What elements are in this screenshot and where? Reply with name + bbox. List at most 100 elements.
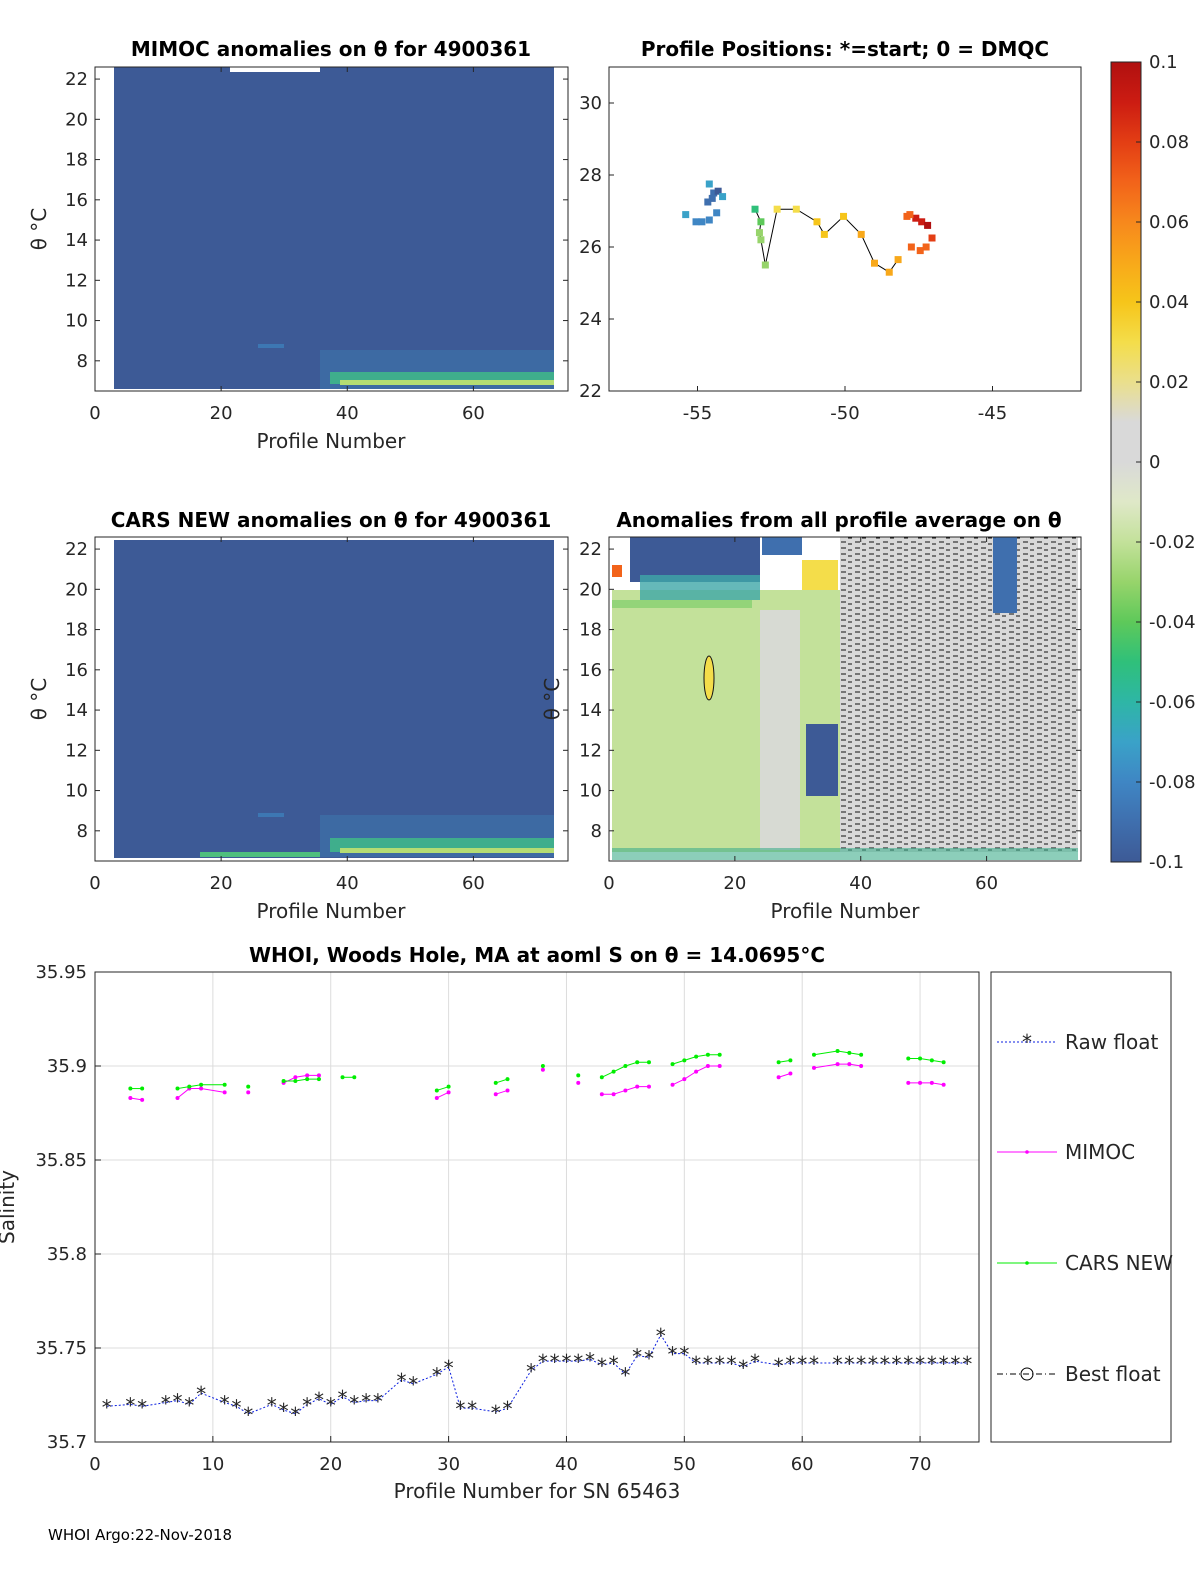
- cars-green-foot: [200, 852, 320, 857]
- x-tick-label: 40: [336, 403, 359, 424]
- colorbar-tick-label: 0.06: [1149, 212, 1189, 233]
- raw-float-point: *: [774, 1354, 784, 1378]
- mimoc-xticks: 0 20 40 60: [89, 67, 485, 424]
- raw-float-point: *: [220, 1392, 230, 1416]
- mimoc-point: [859, 1064, 864, 1068]
- raw-float-point: *: [844, 1352, 854, 1376]
- position-point: [692, 218, 700, 226]
- mimoc-line: [778, 1073, 791, 1078]
- raw-float-point: *: [715, 1352, 725, 1376]
- cars-point: [847, 1050, 852, 1055]
- position-point: [713, 209, 721, 217]
- raw-float-point: *: [432, 1363, 442, 1387]
- raw-float-point: *: [927, 1352, 937, 1376]
- legend-best-label: Best float: [1065, 1362, 1161, 1386]
- allprofile-axes-box: [608, 536, 1082, 862]
- y-tick-label: 8: [77, 821, 88, 842]
- mimoc-line: [495, 1089, 508, 1095]
- cars-point: [281, 1079, 286, 1084]
- raw-float-line: [106, 1333, 968, 1415]
- cars-line: [436, 1086, 449, 1091]
- position-point: [719, 193, 727, 201]
- mimoc-point: [293, 1075, 298, 1080]
- cars-point: [293, 1079, 298, 1084]
- y-tick-label: 20: [65, 579, 88, 600]
- cars-point: [187, 1084, 192, 1089]
- cars-point: [128, 1086, 133, 1091]
- mimoc-point: [175, 1095, 180, 1100]
- raw-float-point: *: [279, 1399, 289, 1423]
- allprofile-grey-left: [760, 610, 800, 850]
- mimoc-yticks: 8 10 12 14 16 18 20 22: [65, 69, 568, 372]
- position-point: [840, 212, 848, 220]
- raw-float-point: *: [338, 1386, 348, 1410]
- position-point: [682, 211, 690, 219]
- cars-point: [434, 1088, 439, 1093]
- raw-float-point: *: [526, 1360, 536, 1384]
- raw-float-point: *: [679, 1343, 689, 1367]
- x-tick-label: 60: [975, 873, 998, 894]
- salinity-xlabel: Profile Number for SN 65463: [394, 1479, 681, 1503]
- colorbar-tick-label: 0.02: [1149, 372, 1189, 393]
- position-point: [698, 218, 706, 226]
- cars-point: [599, 1075, 604, 1080]
- y-tick-label: 18: [65, 150, 88, 171]
- y-tick-label: 16: [65, 660, 88, 681]
- mimoc-point: [599, 1092, 604, 1097]
- position-point: [757, 218, 765, 226]
- allprofile-yticks: 8 10 12 14 16 18 20 22: [579, 539, 1081, 842]
- allprofile-orange-edge: [612, 565, 622, 577]
- x-tick-label: 20: [723, 873, 746, 894]
- mimoc-point: [682, 1077, 687, 1082]
- x-tick-label: -55: [683, 403, 712, 424]
- raw-float-point: *: [703, 1352, 713, 1376]
- raw-float-point: *: [644, 1346, 654, 1370]
- position-point: [894, 256, 902, 264]
- cars-point: [493, 1080, 498, 1085]
- cars-title: CARS NEW anomalies on θ for 4900361: [111, 508, 552, 532]
- cars-point: [446, 1084, 451, 1089]
- mimoc-point: [694, 1069, 699, 1074]
- mimoc-point: [434, 1095, 439, 1100]
- mimoc-point: [929, 1080, 934, 1085]
- y-tick-label: 35.9: [47, 1056, 87, 1077]
- position-point: [773, 205, 781, 213]
- cars-yellow-band: [340, 848, 554, 853]
- cars-point: [859, 1052, 864, 1057]
- legend-mimoc: MIMOC: [997, 1140, 1135, 1164]
- salinity-title: WHOI, Woods Hole, MA at aoml S on θ = 14…: [249, 943, 825, 967]
- position-point: [857, 230, 865, 238]
- cars-point: [811, 1052, 816, 1057]
- x-tick-label: 10: [201, 1454, 224, 1475]
- position-point: [928, 234, 936, 242]
- position-point: [885, 268, 893, 276]
- position-point: [912, 214, 920, 222]
- salinity-panel: * * * * * * * * * * * * * * * * * * * ** * * ** * * ** * * * * * * * ** **…: [0, 943, 980, 1503]
- cars-point: [705, 1052, 710, 1057]
- allprofile-panel: 0 20 40 60 8 10 12 14 16 18 20 22 Anomalies from a…: [540, 508, 1082, 923]
- y-tick-label: 24: [579, 309, 602, 330]
- mimoc-point: [505, 1088, 510, 1093]
- y-tick-label: 35.7: [47, 1432, 87, 1453]
- mimoc-bottom-gap: [114, 389, 314, 391]
- position-point: [907, 243, 915, 251]
- cars-xlabel: Profile Number: [257, 899, 407, 923]
- cars-point: [635, 1060, 640, 1065]
- legend-raw-label: Raw float: [1065, 1030, 1159, 1054]
- cars-axes-box: [94, 536, 569, 862]
- raw-float-point: *: [302, 1393, 312, 1417]
- raw-float-point: *: [102, 1395, 112, 1419]
- mimoc-point: [140, 1097, 145, 1102]
- allprofile-blue-spike: [993, 537, 1017, 613]
- cars-point: [199, 1082, 204, 1087]
- cars-ylabel: θ °C: [27, 678, 51, 721]
- mimoc-blob: [258, 344, 284, 348]
- position-point: [751, 205, 759, 213]
- raw-float-point: *: [503, 1397, 513, 1421]
- positions-yticks: 22 24 26 28 30: [579, 93, 614, 402]
- raw-float-point: *: [962, 1352, 972, 1376]
- position-point: [906, 211, 914, 219]
- raw-float-point: *: [550, 1350, 560, 1374]
- mimoc-point: [128, 1095, 133, 1100]
